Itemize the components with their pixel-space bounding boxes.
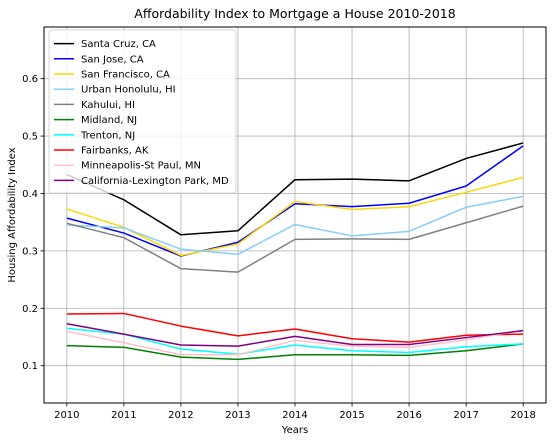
- x-tick-label: 2017: [453, 410, 478, 421]
- x-tick-label: 2018: [510, 410, 535, 421]
- series-line: [66, 205, 524, 273]
- y-tick-label: 0.6: [22, 74, 38, 85]
- legend-label: Midland, NJ: [81, 115, 137, 126]
- y-tick-label: 0.3: [22, 246, 38, 257]
- x-tick-label: 2016: [396, 410, 421, 421]
- y-tick-label: 0.5: [22, 132, 38, 143]
- x-tick-label: 2010: [54, 410, 79, 421]
- legend-label: Urban Honolulu, HI: [81, 85, 176, 96]
- chart-title: Affordability Index to Mortgage a House …: [134, 6, 455, 21]
- x-tick-label: 2015: [339, 410, 364, 421]
- x-tick-label: 2014: [282, 410, 307, 421]
- series-line: [66, 195, 524, 256]
- series-lines: [66, 142, 524, 361]
- series-line: [66, 343, 524, 361]
- legend-label: San Francisco, CA: [81, 70, 170, 81]
- legend-label: San Jose, CA: [81, 54, 144, 65]
- legend-label: Kahului, HI: [81, 100, 135, 111]
- y-tick-label: 0.1: [22, 361, 38, 372]
- x-tick-label: 2013: [225, 410, 250, 421]
- legend-label: Santa Cruz, CA: [81, 39, 156, 50]
- y-tick-label: 0.2: [22, 304, 38, 315]
- axis-ticks: 2010 2011 2012 2013 2014 2015 2016 2017 2018 0.1 0…: [22, 74, 536, 421]
- x-axis-label: Years: [281, 425, 308, 436]
- x-tick-label: 2011: [111, 410, 136, 421]
- y-axis-label: Housing Affordability Index: [7, 147, 18, 282]
- legend-box: [48, 29, 237, 194]
- x-tick-label: 2012: [168, 410, 193, 421]
- series-line: [66, 323, 524, 347]
- legend-label: Trenton, NJ: [80, 130, 135, 141]
- series-line: [66, 176, 524, 257]
- series-line: [66, 327, 524, 355]
- legend-label: Minneapolis-St Paul, MN: [81, 161, 201, 172]
- y-tick-label: 0.4: [22, 189, 38, 200]
- series-line: [66, 312, 524, 343]
- series-line: [66, 142, 524, 236]
- series-line: [66, 329, 524, 356]
- legend-label: Fairbanks, AK: [81, 146, 149, 157]
- legend-label: California-Lexington Park, MD: [81, 176, 229, 187]
- series-line: [66, 145, 524, 257]
- legend: Santa Cruz, CA San Jose, CA San Francisco,…: [48, 29, 237, 194]
